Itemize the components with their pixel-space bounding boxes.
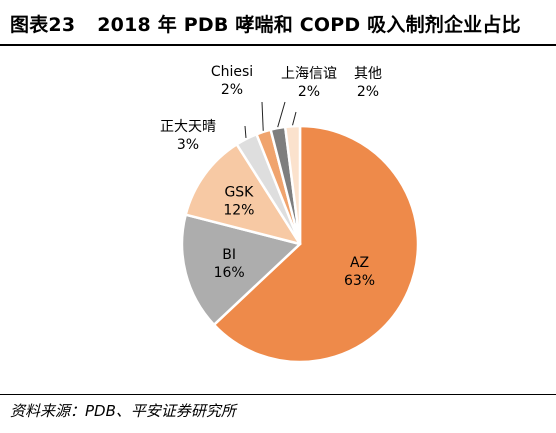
slice-value-1: 16%: [214, 265, 245, 281]
slice-label-1: BI: [222, 247, 236, 263]
leader-line-6: [292, 111, 297, 126]
slice-label-3: 正大天晴: [160, 119, 216, 135]
slice-value-5: 2%: [298, 84, 320, 100]
pie-slice-2: [184, 143, 302, 246]
slice-value-0: 63%: [344, 273, 375, 289]
leader-line-4: [261, 101, 264, 131]
pie-slice-6: [283, 124, 302, 246]
slice-label-5: 上海信谊: [281, 66, 337, 82]
figure-number: 图表23: [10, 14, 76, 36]
slice-label-4: Chiesi: [211, 64, 253, 80]
slice-value-6: 2%: [357, 84, 379, 100]
figure-header: 图表23 2018 年 PDB 哮喘和 COPD 吸入制剂企业占比: [0, 0, 556, 46]
leader-line-3: [244, 125, 247, 139]
chart-area: AZ 63% BI 16% GSK 12% 正大天晴 3% Chiesi 2% 上海信谊 2% 其他 2%: [0, 46, 556, 394]
pie-chart: AZ 63% BI 16% GSK 12% 正大天晴 3% Chiesi 2% 上海信谊 2% 其他 2%: [160, 64, 420, 364]
slice-label-0: AZ: [350, 255, 369, 271]
pie-slice-1: [180, 213, 302, 327]
slice-label-6: 其他: [354, 66, 382, 82]
slice-value-4: 2%: [221, 82, 243, 98]
slice-label-2: GSK: [224, 185, 254, 201]
slice-value-2: 12%: [223, 203, 254, 219]
source-note: 资料来源：PDB、平安证券研究所: [10, 402, 236, 420]
figure-caption: 图表23 2018 年 PDB 哮喘和 COPD 吸入制剂企业占比: [10, 10, 521, 37]
figure-title: 2018 年 PDB 哮喘和 COPD 吸入制剂企业占比: [97, 14, 521, 36]
source-rule: [0, 394, 556, 395]
slice-value-3: 3%: [177, 137, 199, 153]
header-rule: [0, 44, 556, 46]
pie-slice-0: [212, 124, 420, 364]
leader-line-5: [277, 101, 286, 128]
